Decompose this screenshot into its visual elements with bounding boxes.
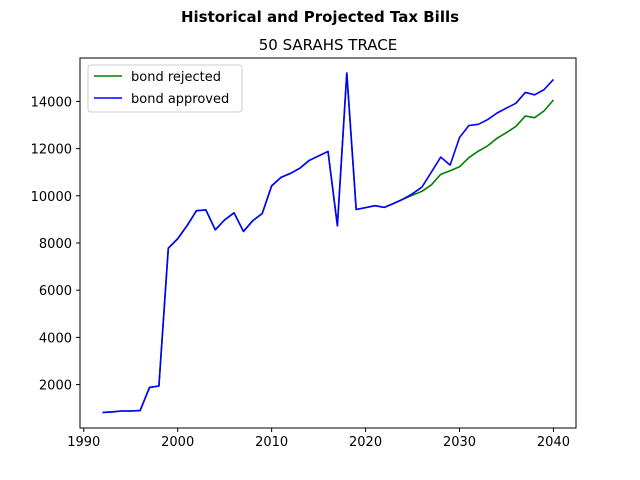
x-tick-label: 2030 <box>443 435 476 450</box>
y-tick-label: 14000 <box>31 95 72 110</box>
y-tick-label: 8000 <box>39 237 72 252</box>
x-tick-label: 2040 <box>537 435 570 450</box>
x-tick-label: 2000 <box>161 435 194 450</box>
series-line-bond-approved <box>102 72 555 414</box>
plot-lines <box>102 72 555 414</box>
x-tick-label: 2010 <box>255 435 288 450</box>
chart-title: 50 SARAHS TRACE <box>259 36 398 54</box>
x-tick-label: 1990 <box>67 435 100 450</box>
legend: bond rejected bond approved <box>87 64 243 113</box>
x-tick-label: 2020 <box>349 435 382 450</box>
x-axis: 1990 2000 2010 2020 2030 2040 <box>67 428 570 450</box>
legend-label-bond-approved: bond approved <box>131 92 229 107</box>
legend-label-bond-rejected: bond rejected <box>131 70 221 85</box>
y-tick-label: 4000 <box>39 331 72 346</box>
series-line-bond-rejected <box>102 72 555 414</box>
y-tick-label: 12000 <box>31 143 72 158</box>
legend-box <box>87 64 243 113</box>
y-tick-label: 10000 <box>31 190 72 205</box>
y-tick-label: 2000 <box>39 379 72 394</box>
y-tick-label: 6000 <box>39 284 72 299</box>
y-axis: 2000 4000 6000 8000 10000 12000 14000 <box>31 95 80 394</box>
chart-suptitle: Historical and Projected Tax Bills <box>181 8 459 26</box>
plot-frame <box>79 57 577 429</box>
